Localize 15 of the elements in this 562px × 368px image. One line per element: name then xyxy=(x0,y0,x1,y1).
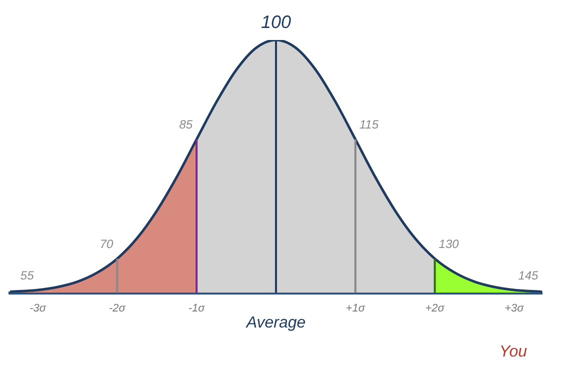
annotation: 100 xyxy=(260,12,292,32)
annotation: 130 xyxy=(438,237,460,252)
x-tick-label: -1σ xyxy=(188,302,206,314)
x-tick-label: -2σ xyxy=(108,302,126,314)
annotation: 145 xyxy=(518,268,539,282)
text: You xyxy=(499,343,528,360)
annotation: 115 xyxy=(359,118,379,132)
annotation: 55 xyxy=(20,268,34,282)
x-tick-label: +2σ xyxy=(425,302,445,314)
x-tick-label: +1σ xyxy=(346,302,366,314)
text: Average xyxy=(245,314,306,332)
annotation: 70 xyxy=(100,237,114,252)
annotation: 85 xyxy=(179,118,193,132)
x-tick-label: +3σ xyxy=(504,302,524,314)
x-tick-label: -3σ xyxy=(30,302,46,314)
